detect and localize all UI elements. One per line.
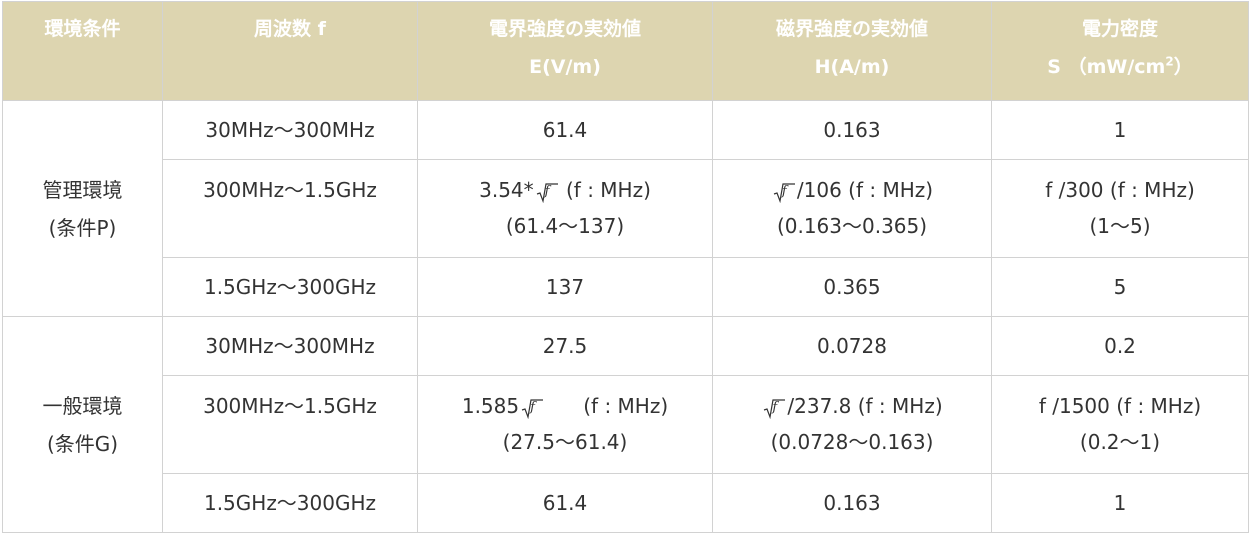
- h-value-cell: 0.365: [712, 257, 992, 317]
- condition-cell-g: 一般環境 (条件G): [2, 316, 163, 533]
- condition-cell-p: 管理環境 (条件P): [2, 100, 163, 317]
- e-value-cell: 137: [417, 257, 713, 317]
- table-row: 1.5GHz～300GHz 137 0.365 5: [3, 257, 1249, 317]
- e-value-cell: 1.585 f (f : MHz) (27.5～61.4): [417, 375, 713, 474]
- table-row: 300MHz～1.5GHz 3.54* f (f : MHz) (61.4～137)…: [3, 159, 1249, 258]
- table-row: 300MHz～1.5GHz 1.585 f (f : MHz) (27.5～61.4…: [3, 375, 1249, 474]
- h-value-cell: 0.0728: [712, 316, 992, 376]
- s-value-cell: f /1500 (f : MHz) (0.2～1): [991, 375, 1249, 474]
- s-value-cell: 1: [991, 100, 1249, 160]
- e-value-cell: 61.4: [417, 100, 713, 160]
- square-root-icon: f: [773, 181, 795, 203]
- e-value-cell: 61.4: [417, 473, 713, 533]
- header-power-density: 電力密度 S （mW/cm2）: [991, 1, 1249, 101]
- table-header-row: 環境条件 周波数 f 電界強度の実効値 E(V/m) 磁界強度の実効値 H(A/m)…: [2, 1, 1249, 101]
- header-frequency: 周波数 f: [162, 1, 418, 101]
- frequency-cell: 300MHz～1.5GHz: [162, 375, 418, 474]
- exposure-limits-table: 環境条件 周波数 f 電界強度の実効値 E(V/m) 磁界強度の実効値 H(A/m)…: [2, 1, 1249, 533]
- table-row: 1.5GHz～300GHz 61.4 0.163 1: [3, 473, 1249, 533]
- s-value-cell: 0.2: [991, 316, 1249, 376]
- h-value-cell: f/106 (f : MHz) (0.163～0.365): [712, 159, 992, 258]
- header-h-field: 磁界強度の実効値 H(A/m): [712, 1, 992, 101]
- h-value-cell: 0.163: [712, 473, 992, 533]
- header-e-field: 電界強度の実効値 E(V/m): [417, 1, 713, 101]
- s-value-cell: f /300 (f : MHz) (1～5): [991, 159, 1249, 258]
- frequency-cell: 1.5GHz～300GHz: [162, 257, 418, 317]
- frequency-cell: 300MHz～1.5GHz: [162, 159, 418, 258]
- square-root-icon: f: [521, 397, 544, 419]
- frequency-cell: 30MHz～300MHz: [162, 100, 418, 160]
- square-root-icon: f: [763, 397, 786, 419]
- frequency-cell: 1.5GHz～300GHz: [162, 473, 418, 533]
- table-row: 管理環境 (条件P) 30MHz～300MHz 61.4 0.163 1: [2, 100, 1249, 317]
- table-row: 一般環境 (条件G) 30MHz～300MHz 27.5 0.0728 0.2: [2, 316, 1249, 533]
- e-value-cell: 27.5: [417, 316, 713, 376]
- header-condition: 環境条件: [2, 1, 163, 101]
- square-root-icon: f: [536, 181, 558, 203]
- frequency-cell: 30MHz～300MHz: [162, 316, 418, 376]
- e-value-cell: 3.54* f (f : MHz) (61.4～137): [417, 159, 713, 258]
- h-value-cell: 0.163: [712, 100, 992, 160]
- s-value-cell: 1: [991, 473, 1249, 533]
- s-value-cell: 5: [991, 257, 1249, 317]
- h-value-cell: f/237.8 (f : MHz) (0.0728～0.163): [712, 375, 992, 474]
